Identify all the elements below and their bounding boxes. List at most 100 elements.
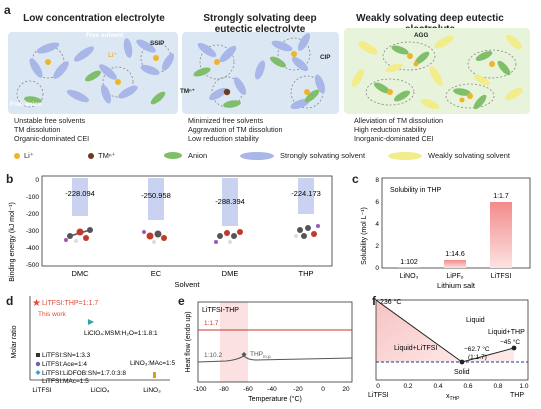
panel-a-label: a: [4, 3, 11, 17]
xtick: -80: [219, 386, 229, 393]
liquidus-litfsi: [375, 299, 463, 363]
panel-f-label: f: [372, 294, 376, 308]
ec-molecule: [142, 230, 167, 244]
xtick-litfsi: LiTFSI: [491, 273, 512, 280]
bar-dmc: [72, 178, 88, 216]
tm-legend-label: TMⁿ⁺: [98, 151, 116, 160]
xtick-ec: EC: [151, 269, 162, 278]
anion-legend-marker: [164, 152, 182, 159]
thp-mp-label: −45 °C: [500, 338, 520, 346]
xtick-litfsi: LiTFSI: [32, 387, 51, 394]
liquidus-thp: [461, 347, 515, 363]
description-line: Inorganic-dominated CEI: [354, 134, 434, 143]
binding-energy-chart: Binding energy (kJ mol⁻¹) 0 -100 -200 -3…: [9, 175, 333, 289]
weak-solvent-legend-label: Weakly solvating solvent: [428, 151, 510, 160]
ytick: -200: [26, 211, 39, 218]
ratio-litfsi: 1:1.7: [493, 193, 509, 200]
value-dme: -288.394: [215, 197, 245, 206]
description-low-concentration: Unstable free solvents TM dissolution Or…: [14, 116, 184, 143]
description-line: High reduction stability: [354, 125, 427, 134]
binding-energy-bars: [72, 178, 314, 226]
li-legend-label: Li⁺: [24, 151, 34, 160]
ssip-tag: SSIP: [150, 40, 165, 47]
xtick: -100: [193, 386, 206, 393]
this-work-star: ★: [32, 298, 41, 309]
li-tag: Li⁺: [108, 52, 117, 59]
ace-marker: [35, 361, 41, 367]
description-weakly-solvating: Alleviation of TM dissolution High reduc…: [354, 116, 534, 143]
description-line: Aggravation of TM dissolution: [188, 125, 283, 134]
phase-diagram: 236 °C Liquid Liquid+LiTFSI Liquid+THP −…: [368, 298, 529, 402]
solubility-chart: Solubility (mol L⁻¹) Solubility in THP 8…: [361, 177, 531, 290]
weakly-solvating-scheme: AGG: [344, 28, 530, 114]
weak-solvent-legend-marker: [388, 152, 422, 160]
peak-label: THPm.p.: [250, 351, 272, 359]
panel-c-ylabel: Solubility (mol L⁻¹): [361, 207, 368, 265]
ytick: 0: [35, 177, 39, 184]
panel-a-title-2: Strongly solvating deep eutectic electro…: [203, 13, 317, 35]
x-left-label: LiTFSI: [368, 392, 389, 399]
ytick: 6: [375, 199, 379, 206]
panel-b-yticks: 0 -100 -200 -300 -400 -500: [26, 177, 39, 269]
description-line: Organic-dominated CEI: [14, 134, 90, 143]
panel-b-label: b: [6, 172, 14, 186]
ytick: 8: [375, 177, 379, 184]
eutectic-point: [459, 359, 465, 365]
value-ec: -250.958: [141, 191, 171, 200]
x-right-label: THP: [510, 392, 524, 399]
panel-e-ylabel: Heat flow (endo up): [185, 311, 192, 372]
entry-lino3: LiNO₃:MAc=1:5: [130, 360, 175, 367]
ytick: -400: [26, 245, 39, 252]
peak-label-sub: m.p.: [263, 354, 272, 359]
ratio-lino3: 1:102: [400, 259, 418, 266]
dsc-chart: Heat flow (endo up) LiTFSI-THP 1:1.7 1:1…: [185, 301, 353, 403]
sn-marker: [36, 353, 40, 357]
lidfob-marker: [35, 370, 41, 375]
xtick: 0.2: [403, 383, 412, 390]
eutectic-ratio-label: (1:1.7): [468, 354, 487, 361]
entry-mac: LiTFSI:MAc=1:5: [42, 378, 89, 385]
low-concentration-scheme: Free solvent SSIP Li⁺ Free anion: [8, 32, 178, 114]
description-line: Unstable free solvents: [14, 116, 86, 125]
thp-mp-point: [511, 345, 517, 351]
panel-f-xlabel-main: x: [446, 393, 450, 400]
xtick-dmc: DMC: [71, 269, 89, 278]
entry-sn: LiTFSI:SN=1:3.3: [42, 352, 91, 359]
xtick: 0.6: [463, 383, 472, 390]
ytick: 4: [375, 221, 379, 228]
strong-solvent-legend-label: Strongly solvating solvent: [280, 151, 366, 160]
panel-a-title-1: Low concentration electrolyte: [23, 13, 165, 24]
panel-c-xticks: LiNO₃ LiPF₆ LiTFSI: [400, 273, 512, 280]
ytick: -100: [26, 194, 39, 201]
xtick: 20: [342, 386, 350, 393]
free-anion-tag: Free anion: [10, 101, 42, 108]
xtick-liclo4: LiClO₄: [91, 387, 110, 394]
panel-f-frame: [375, 299, 529, 381]
strong-solvent-legend-marker: [240, 152, 274, 160]
xtick: -60: [243, 386, 253, 393]
xtick-thp: THP: [299, 269, 314, 278]
bar-dme: [222, 178, 238, 226]
eutectic-temp-label: −62.7 °C: [464, 345, 490, 353]
panel-d-xticks: LiTFSI LiClO₄ LiNO₃: [32, 387, 161, 394]
transition-region: [220, 302, 248, 382]
panel-c-yticks: 8 6 4 2 0: [375, 177, 379, 272]
value-thp: -224.173: [291, 189, 321, 198]
xtick: -20: [293, 386, 303, 393]
bar-thp: [298, 178, 314, 214]
tm-tag: TMⁿ⁺: [180, 88, 195, 95]
panel-e-title: LiTFSI-THP: [202, 307, 239, 314]
free-solvent-tag: Free solvent: [86, 32, 124, 39]
liquid-litfsi-label: Liquid+LiTFSI: [394, 345, 437, 352]
xtick: -40: [267, 386, 277, 393]
bar-lipf6: [444, 260, 466, 268]
ratio-lipf6: 1:14.6: [445, 251, 465, 258]
li-legend-marker: [14, 153, 20, 159]
liquid-label: Liquid: [466, 317, 485, 324]
molecule-models: [64, 224, 320, 244]
ytick: -500: [26, 262, 39, 269]
weakly-solvating-illustration: [351, 34, 523, 110]
panel-e-xticks: -100 -80 -60 -40 -20 0 20: [193, 386, 350, 393]
panel-b-xticks: DMC EC DME THP: [71, 269, 313, 278]
xtick-lino3: LiNO₃: [143, 387, 161, 394]
